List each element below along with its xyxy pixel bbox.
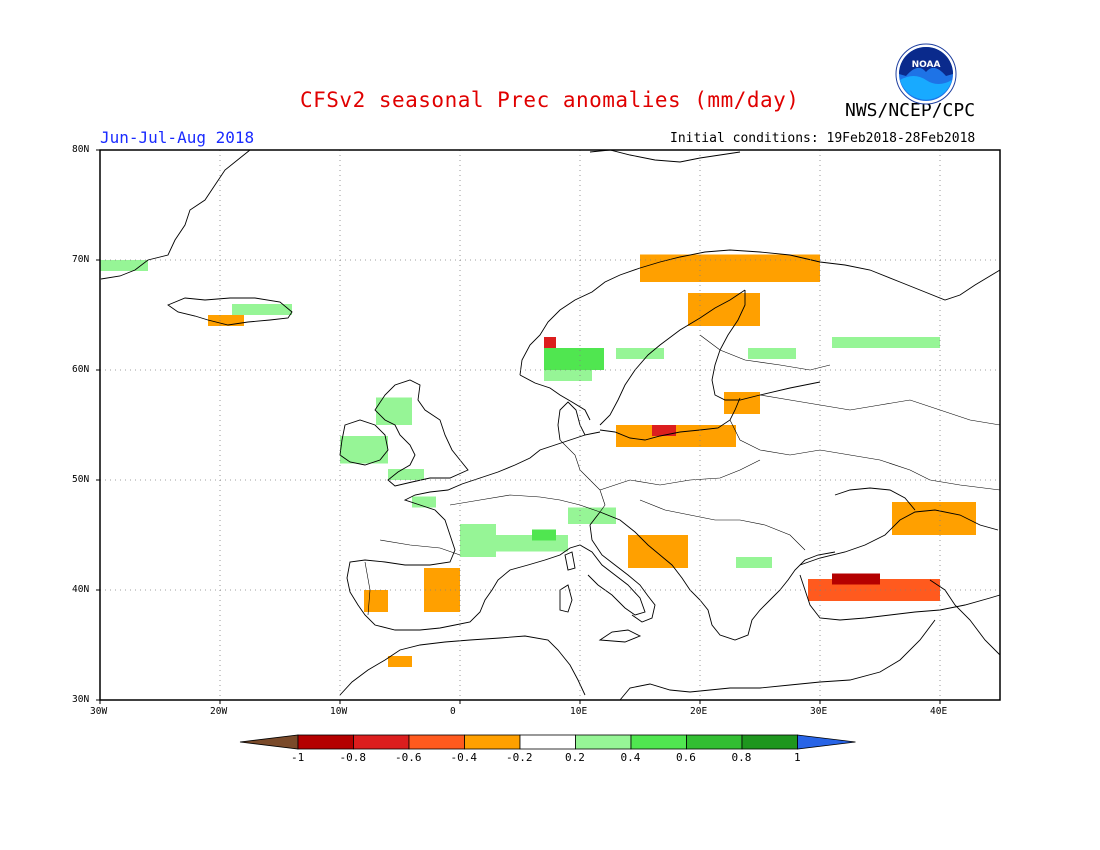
lat-tick-label: 30N: [72, 694, 90, 705]
lon-tick-label: 20E: [690, 706, 708, 717]
colorbar-arrow-high: [797, 734, 856, 750]
lon-tick-label: 20W: [210, 706, 228, 717]
colorbar-swatch: [575, 734, 632, 750]
colorbar-label: -0.2: [506, 751, 533, 764]
season-label: Jun-Jul-Aug 2018: [100, 128, 255, 147]
colorbar-swatch: [408, 734, 465, 750]
initial-conditions-label: Initial conditions: 19Feb2018-28Feb2018: [670, 131, 976, 146]
colorbar-swatch: [630, 734, 687, 750]
agency-label: NWS/NCEP/CPC: [845, 100, 976, 121]
colorbar-swatch: [686, 734, 743, 750]
anomaly-cell-17: [544, 337, 556, 348]
anomaly-cell-12: [544, 370, 592, 381]
anomaly-cell-11: [544, 348, 604, 370]
colorbar-label: 0.6: [676, 751, 696, 764]
anomaly-cell-27: [892, 502, 976, 535]
colorbar-arrow-low: [239, 734, 299, 750]
colorbar-label: -0.8: [339, 751, 367, 764]
anomaly-cell-7: [460, 524, 496, 557]
lon-tick-label: 10E: [570, 706, 588, 717]
anomaly-cell-6: [412, 496, 436, 508]
anomaly-cell-20: [724, 392, 760, 414]
anomaly-cell-3: [340, 436, 388, 464]
colorbar-label: 1: [794, 751, 801, 764]
colorbar-label: 0.8: [731, 751, 752, 764]
anomaly-cell-1: [232, 304, 292, 315]
noaa-logo-text: NOAA: [912, 60, 941, 70]
anomaly-cell-14: [748, 348, 796, 359]
anomaly-cell-16: [736, 557, 772, 568]
lon-tick-label: 30W: [90, 706, 108, 717]
map-title: CFSv2 seasonal Prec anomalies (mm/day): [300, 88, 800, 112]
lat-tick-label: 60N: [72, 364, 90, 375]
colorbar-label: 0.4: [620, 751, 641, 764]
colorbar-label: -0.4: [450, 751, 478, 764]
anomaly-cell-23: [424, 568, 460, 612]
anomaly-cell-5: [388, 469, 424, 480]
anomaly-cell-4: [376, 397, 412, 425]
lat-tick-label: 50N: [72, 474, 90, 485]
anomaly-cell-9: [568, 507, 616, 524]
lat-tick-label: 40N: [72, 584, 90, 595]
anomaly-cell-18: [640, 254, 820, 282]
anomaly-cell-15: [832, 337, 940, 348]
anomaly-cell-2: [208, 315, 244, 326]
lon-tick-label: 40E: [930, 706, 948, 717]
lat-tick-label: 80N: [72, 144, 90, 155]
lon-tick-label: 0: [450, 706, 456, 717]
colorbar-label: 0.2: [565, 751, 585, 764]
graticule: [100, 150, 1000, 700]
colorbar-label: -1: [291, 751, 305, 764]
anomaly-cell-22: [652, 425, 676, 436]
colorbar: [239, 734, 856, 750]
axis-ticks: [96, 149, 941, 704]
lon-tick-label: 30E: [810, 706, 828, 717]
anomaly-cell-19: [688, 293, 760, 326]
colorbar-swatch: [353, 734, 410, 750]
colorbar-swatch: [741, 734, 798, 750]
colorbar-label: -0.6: [395, 751, 422, 764]
lat-tick-label: 70N: [72, 254, 90, 265]
lon-tick-label: 10W: [330, 706, 348, 717]
colorbar-swatch: [519, 734, 576, 750]
anomaly-cell-29: [832, 573, 880, 585]
colorbar-swatch: [464, 734, 521, 750]
anomaly-cell-13: [616, 348, 664, 359]
anomaly-cell-26: [628, 535, 688, 568]
anomaly-cell-24: [364, 590, 388, 612]
noaa-logo: NOAA: [895, 43, 957, 105]
coastlines: [100, 149, 1001, 701]
colorbar-swatch: [297, 734, 354, 750]
map-frame: [99, 149, 1001, 701]
anomaly-cell-0: [100, 260, 148, 271]
anomaly-cell-10: [532, 529, 556, 541]
anomaly-cell-25: [388, 656, 412, 667]
anomaly-cells: [100, 254, 976, 667]
